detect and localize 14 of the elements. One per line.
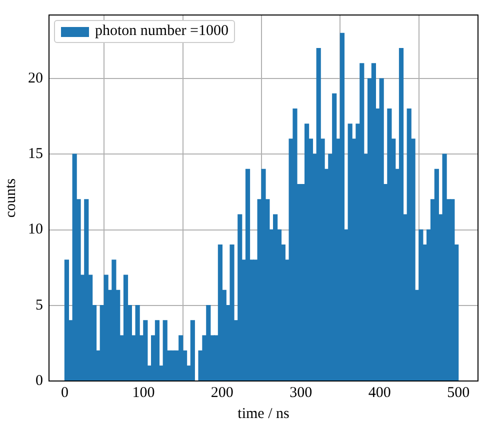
x-tick-label: 100 [132,384,155,401]
legend-label: photon number =1000 [95,23,228,40]
y-tick-label: 20 [28,70,43,86]
y-tick-label: 10 [28,222,43,238]
x-tick-label: 300 [290,384,312,401]
x-tick-label: 500 [447,384,470,401]
x-tick-label: 400 [368,384,391,401]
x-tick-label: 200 [210,384,234,401]
y-tick-label: 15 [28,146,43,162]
y-tick-label: 5 [36,297,43,314]
y-axis-title: counts [2,178,19,218]
y-tick-label: 0 [36,372,43,389]
x-tick-label: 0 [60,384,68,401]
x-axis-title: time / ns [238,406,290,422]
